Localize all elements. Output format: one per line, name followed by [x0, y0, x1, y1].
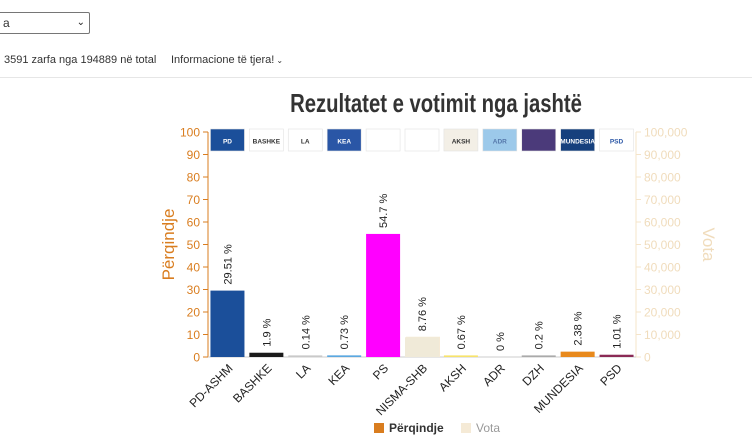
bar-perqindje: [327, 355, 362, 357]
y-tick-label-right: 80,000: [644, 171, 681, 185]
party-logo-label: AKSH: [452, 139, 471, 146]
party-logo: [443, 128, 479, 152]
x-tick-label: BASHKE: [230, 361, 274, 405]
party-logo-label: PSD: [610, 139, 624, 146]
legend-label-vota: Vota: [476, 421, 501, 435]
bar-perqindje: [599, 354, 634, 357]
party-logo: [482, 128, 518, 152]
party-logo: [210, 128, 245, 152]
chevron-down-icon: ⌄: [276, 56, 284, 65]
envelope-count-text: 3591 zarfa nga 194889 në total: [4, 54, 157, 66]
x-tick-label: PS: [370, 361, 391, 382]
data-label: 0.14 %: [300, 315, 312, 349]
y-tick-label-right: 10,000: [644, 328, 681, 342]
data-label: 0.73 %: [339, 315, 351, 349]
y-axis-title-right: Vota: [699, 227, 718, 262]
party-logo-label: MUNDESIA: [560, 139, 595, 146]
x-tick-label: KEA: [325, 361, 352, 388]
party-logo: [521, 128, 557, 152]
y-tick-label-left: 30: [187, 283, 201, 297]
bar-perqindje: [249, 352, 284, 357]
legend-label-perqindje: Përqindje: [389, 421, 444, 435]
y-tick-label-right: 50,000: [644, 238, 681, 252]
y-tick-label-right: 40,000: [644, 261, 681, 275]
y-tick-label-left: 20: [187, 306, 201, 320]
x-tick-label: PSD: [597, 361, 625, 389]
y-tick-label-left: 0: [193, 351, 200, 365]
bar-perqindje: [560, 351, 595, 357]
chevron-down-icon: ⌄: [76, 17, 85, 28]
more-info-label: Informacione të tjera!: [171, 54, 275, 66]
y-tick-label-left: 90: [187, 148, 201, 162]
party-logo-label: KEA: [337, 139, 351, 146]
bar-perqindje: [288, 355, 323, 357]
x-tick-label: ADR: [480, 361, 508, 389]
data-label: 0 %: [495, 332, 507, 351]
data-label: 29.51 %: [222, 244, 234, 285]
data-label: 8.76 %: [417, 297, 429, 331]
y-tick-label-left: 100: [180, 126, 200, 140]
party-logo-label: LA: [301, 139, 310, 146]
y-tick-label-right: 70,000: [644, 193, 681, 207]
y-axis-title-left: Përqindje: [159, 209, 178, 281]
x-tick-label: LA: [293, 361, 313, 381]
more-info-menu[interactable]: Informacione të tjera! ⌄: [171, 54, 283, 66]
y-tick-label-right: 90,000: [644, 148, 681, 162]
x-tick-label: DZH: [520, 361, 547, 388]
bar-perqindje: [366, 233, 401, 357]
party-logo: [287, 128, 323, 152]
legend-swatch-perqindje: [374, 423, 384, 433]
legend-item-perqindje[interactable]: Përqindje: [374, 421, 447, 435]
y-tick-label-left: 60: [187, 216, 201, 230]
y-tick-label-right: 20,000: [644, 306, 681, 320]
chart-legend: Përqindje Vota: [374, 421, 514, 435]
data-label: 2.38 %: [573, 311, 585, 345]
x-tick-label: AKSH: [436, 361, 469, 394]
y-tick-label-right: 100,000: [644, 126, 688, 140]
top-bar: a ⌄ 3591 zarfa nga 194889 në total Infor…: [0, 0, 752, 78]
country-select-value: a: [3, 16, 10, 30]
data-label: 0.67 %: [456, 315, 468, 349]
y-tick-label-right: 60,000: [644, 216, 681, 230]
legend-swatch-vota: [461, 423, 472, 433]
party-logo-label: PD: [223, 139, 232, 146]
party-logo: [404, 128, 440, 152]
data-label: 0.2 %: [534, 321, 546, 349]
bar-perqindje: [443, 355, 478, 357]
x-tick-label: PD-ASHM: [187, 361, 236, 410]
data-label: 54.7 %: [378, 193, 390, 227]
y-tick-label-left: 50: [187, 238, 201, 252]
data-label: 1.01 %: [612, 314, 624, 348]
party-logo: [599, 128, 634, 152]
y-tick-label-right: 30,000: [644, 283, 681, 297]
bar-perqindje: [521, 355, 556, 357]
party-logo-label: BASHKE: [253, 139, 281, 146]
y-tick-label-left: 10: [187, 328, 201, 342]
y-tick-label-left: 70: [187, 193, 201, 207]
party-logo: [560, 128, 595, 152]
chart-title: Rezultatet e votimit nga jashtë: [290, 88, 582, 118]
divider: [0, 77, 752, 78]
y-tick-label-right: 0: [644, 351, 651, 365]
country-select[interactable]: a ⌄: [0, 12, 90, 34]
y-tick-label-left: 40: [187, 261, 201, 275]
legend-item-vota[interactable]: Vota: [461, 421, 500, 435]
party-logo: [365, 128, 401, 152]
bar-perqindje: [210, 290, 245, 357]
party-logo: [249, 128, 284, 152]
bar-perqindje: [405, 337, 439, 357]
data-label: 1.9 %: [261, 318, 273, 346]
y-tick-label-left: 80: [187, 171, 201, 185]
party-logo: [326, 128, 362, 152]
party-logo-label: ADR: [493, 139, 507, 146]
